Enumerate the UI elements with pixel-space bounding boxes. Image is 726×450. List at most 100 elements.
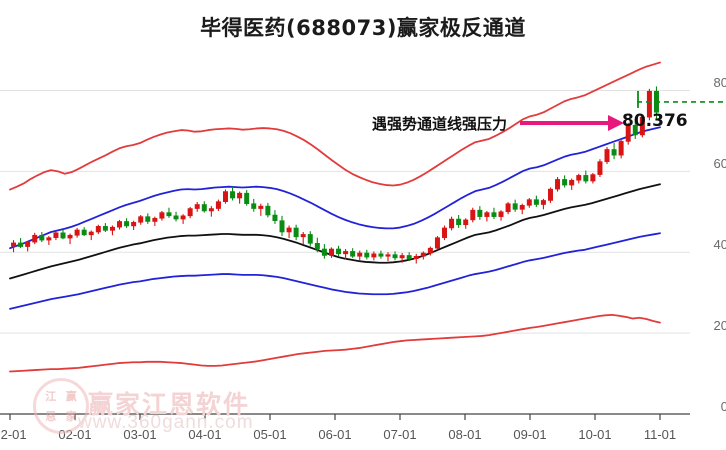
candle-body [562, 179, 568, 186]
channel-line [9, 314, 661, 373]
candle-body [95, 226, 101, 233]
x-axis-tick-label: 06-01 [318, 427, 352, 442]
annotation-arrow-head [608, 115, 624, 131]
candle-body [350, 251, 356, 257]
candle-body [371, 253, 377, 258]
candle-body [427, 247, 433, 254]
candle-body [533, 199, 539, 205]
candle-body [484, 212, 490, 217]
x-axis-tick-label: 07-01 [383, 427, 417, 442]
candle-body [611, 149, 617, 156]
candle-body [456, 218, 462, 226]
candle-body [244, 192, 250, 204]
watermark-seal-icon: 江赢恩家 [33, 378, 89, 434]
candle-body [434, 237, 440, 249]
candle-body [618, 141, 624, 156]
candle-body [321, 248, 327, 256]
candle-body [364, 252, 370, 258]
candle-body [300, 234, 306, 238]
candle-body [406, 255, 412, 260]
candle-body [449, 218, 455, 229]
candle-body [286, 227, 292, 233]
candle-body [25, 241, 31, 247]
candle-body [336, 248, 342, 255]
candle-body [399, 255, 405, 259]
channel-line [9, 126, 661, 250]
candle-body [279, 220, 285, 233]
candle-body [166, 212, 172, 217]
page-title: 毕得医药(688073)赢家极反通道 [200, 16, 526, 40]
channel-line [9, 61, 661, 191]
candle-body [583, 175, 589, 182]
seal-char: 家 [65, 410, 77, 424]
x-axis-tick-label: 12-01 [0, 427, 27, 442]
x-axis-tick-label: 10-01 [578, 427, 612, 442]
candle-body [67, 234, 73, 239]
candle-body [632, 124, 638, 136]
candle-body [215, 201, 221, 209]
candle-body [117, 221, 122, 228]
candle-body [88, 231, 94, 236]
candle-body [413, 255, 419, 259]
candle-body [597, 161, 603, 175]
candle-body [569, 179, 575, 186]
candle-body [39, 234, 45, 241]
candle-body [442, 227, 448, 238]
y-axis-tick-label: 80 [713, 75, 726, 91]
candle-body [124, 221, 130, 227]
candle-body [491, 212, 497, 217]
candle-body [258, 205, 264, 209]
y-axis-tick-label: 20 [713, 318, 726, 334]
candle-body [512, 203, 518, 210]
annotation-label: 遇强势通道线强压力 [372, 115, 508, 133]
candle-body [173, 215, 179, 220]
annotation-value: 80.376 [622, 111, 688, 131]
candle-body [272, 214, 278, 221]
y-axis-tick-label: 0 [720, 399, 726, 414]
candle-body [11, 242, 17, 247]
candle-body [138, 216, 144, 223]
candle-body [46, 237, 52, 241]
candle-body [201, 204, 207, 212]
candle-body [102, 226, 108, 231]
candle-body [53, 232, 59, 238]
candle-body [343, 251, 349, 255]
candle-body [385, 254, 391, 257]
x-axis-tick-label: 08-01 [448, 427, 482, 442]
candle-body [625, 124, 631, 142]
candle-body [18, 242, 24, 247]
candle-body [187, 208, 193, 217]
x-axis-tick-label: 05-01 [253, 427, 287, 442]
candle-body [519, 205, 525, 210]
candle-body [470, 209, 476, 221]
candle-body [357, 252, 363, 257]
channel-line [9, 232, 661, 310]
seal-char: 江 [45, 389, 57, 403]
candle-body [328, 248, 334, 256]
candle-body [526, 199, 532, 206]
candle-body [547, 188, 553, 201]
candle-body [131, 221, 137, 227]
candle-body [639, 116, 645, 136]
candle-body [32, 234, 38, 243]
candle-body [74, 229, 80, 236]
candle-body [646, 90, 652, 118]
x-axis-tick-label: 04-01 [188, 427, 222, 442]
candle-body [60, 232, 66, 239]
candle-body [152, 217, 158, 222]
seal-char: 恩 [45, 410, 57, 424]
candle-body [314, 243, 320, 250]
candle-body [420, 252, 426, 257]
candle-body [145, 216, 151, 222]
candle-body [590, 174, 596, 182]
candle-body [180, 215, 186, 220]
candle-body [109, 226, 115, 231]
candle-body [208, 208, 214, 212]
seal-char: 赢 [65, 389, 77, 403]
candle-body [237, 192, 243, 199]
candle-body [194, 204, 200, 209]
candle-body [265, 205, 271, 216]
candle-body [378, 253, 384, 257]
